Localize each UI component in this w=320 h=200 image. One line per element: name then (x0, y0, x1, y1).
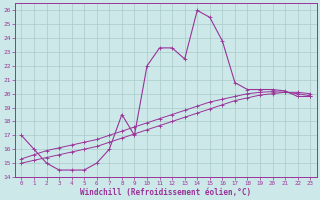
X-axis label: Windchill (Refroidissement éolien,°C): Windchill (Refroidissement éolien,°C) (80, 188, 252, 197)
